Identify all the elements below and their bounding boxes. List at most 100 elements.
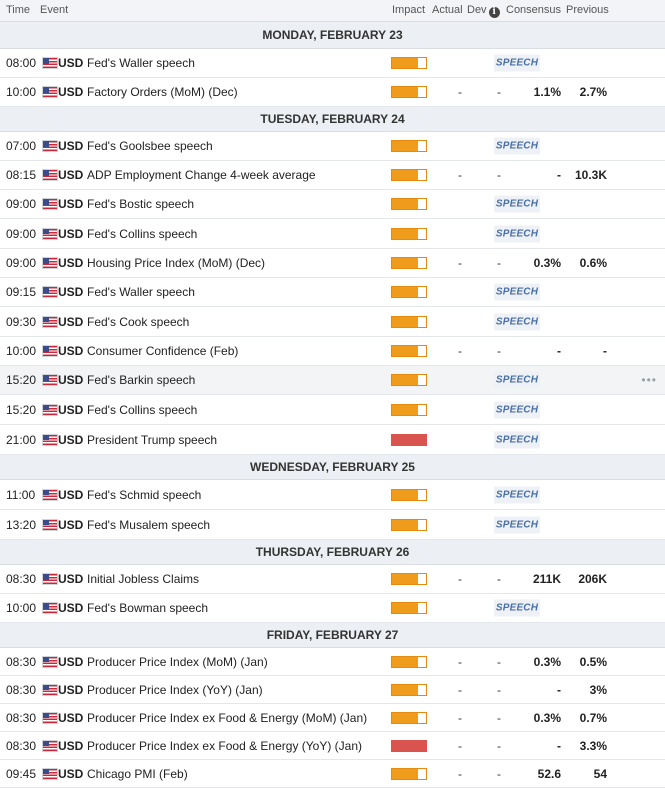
- deviation-value: -: [497, 682, 501, 697]
- impact-medium-bar: [391, 286, 427, 298]
- actual-value: -: [458, 168, 462, 182]
- event-name[interactable]: Producer Price Index (MoM) (Jan): [87, 654, 268, 669]
- currency-code: USD: [58, 373, 84, 387]
- event-name[interactable]: Initial Jobless Claims: [87, 572, 200, 586]
- event-row[interactable]: 08:30 USD Producer Price Index (MoM) (Jan)…: [0, 648, 665, 676]
- event-name[interactable]: ADP Employment Change 4-week average: [87, 168, 316, 182]
- event-row[interactable]: 15:20 USD Fed's Collins speech SPEECH: [0, 395, 665, 425]
- us-flag-icon: [42, 655, 58, 668]
- consensus-value: 211K: [532, 572, 561, 586]
- event-row[interactable]: 15:20 USD Fed's Barkin speech SPEECH •••: [0, 366, 665, 395]
- event-name[interactable]: Factory Orders (MoM) (Dec): [87, 85, 238, 99]
- event-name[interactable]: Housing Price Index (MoM) (Dec): [87, 256, 266, 270]
- currency-code: USD: [58, 710, 84, 725]
- currency-code: USD: [58, 256, 84, 270]
- event-row[interactable]: 11:00 USD Fed's Schmid speech SPEECH: [0, 480, 665, 510]
- day-header: FRIDAY, FEBRUARY 27: [0, 623, 665, 648]
- event-name[interactable]: Fed's Waller speech: [87, 56, 195, 70]
- event-time: 21:00: [6, 432, 37, 447]
- event-time: 08:30: [6, 710, 37, 725]
- event-name[interactable]: Chicago PMI (Feb): [87, 766, 188, 781]
- day-header: MONDAY, FEBRUARY 23: [0, 22, 665, 49]
- event-time: 10:00: [6, 601, 37, 615]
- event-name[interactable]: Fed's Barkin speech: [87, 373, 196, 387]
- event-row[interactable]: 09:30 USD Fed's Cook speech SPEECH: [0, 307, 665, 337]
- event-row[interactable]: 10:00 USD Factory Orders (MoM) (Dec) - - 1.1%…: [0, 78, 665, 107]
- event-row[interactable]: 10:00 USD Consumer Confidence (Feb) - - - -: [0, 337, 665, 366]
- us-flag-icon: [42, 683, 58, 696]
- col-impact[interactable]: Impact: [392, 4, 426, 16]
- event-time: 08:30: [6, 654, 37, 669]
- impact-high-bar: [391, 433, 427, 446]
- event-row[interactable]: 09:00 USD Fed's Bostic speech SPEECH: [0, 190, 665, 219]
- event-row[interactable]: 09:00 USD Fed's Collins speech SPEECH: [0, 219, 665, 249]
- event-row[interactable]: 08:30 USD Producer Price Index (YoY) (Jan)…: [0, 676, 665, 704]
- col-previous[interactable]: Previous: [566, 4, 609, 16]
- impact-medium-bar: [391, 198, 427, 210]
- event-row[interactable]: 08:15 USD ADP Employment Change 4-week ave…: [0, 161, 665, 190]
- speech-badge: SPEECH: [494, 516, 540, 533]
- consensus-value: 0.3%: [533, 256, 561, 270]
- consensus-value: -: [557, 682, 561, 697]
- event-row[interactable]: 08:30 USD Initial Jobless Claims - - 211K 206K: [0, 565, 665, 594]
- col-consensus[interactable]: Consensus: [506, 4, 562, 16]
- event-row[interactable]: 08:30 USD Producer Price Index ex Food & E…: [0, 704, 665, 732]
- col-actual[interactable]: Actual: [432, 4, 463, 16]
- info-icon[interactable]: i: [488, 7, 500, 18]
- currency-code: USD: [58, 197, 84, 211]
- consensus-value: -: [557, 168, 561, 182]
- event-name[interactable]: Consumer Confidence (Feb): [87, 344, 239, 358]
- event-name[interactable]: Fed's Waller speech: [87, 285, 195, 299]
- event-time: 13:20: [6, 517, 37, 532]
- event-row[interactable]: 21:00 USD President Trump speech SPEECH: [0, 425, 665, 455]
- impact-medium-bar: [391, 573, 427, 585]
- us-flag-icon: [42, 286, 58, 298]
- event-row[interactable]: 09:00 USD Housing Price Index (MoM) (Dec) -…: [0, 249, 665, 278]
- col-event[interactable]: Event: [40, 4, 69, 16]
- event-name[interactable]: Fed's Bowman speech: [87, 601, 209, 615]
- event-time: 08:30: [6, 572, 37, 586]
- impact-medium-bar: [391, 345, 427, 357]
- impact-medium-bar: [391, 57, 427, 69]
- event-name[interactable]: Fed's Collins speech: [87, 226, 198, 241]
- event-name[interactable]: Producer Price Index (YoY) (Jan): [87, 682, 263, 697]
- event-row[interactable]: 10:00 USD Fed's Bowman speech SPEECH: [0, 594, 665, 623]
- event-name[interactable]: President Trump speech: [87, 432, 218, 447]
- previous-value: -: [603, 344, 607, 358]
- actual-value: -: [458, 654, 462, 669]
- event-name[interactable]: Fed's Cook speech: [87, 314, 190, 329]
- speech-badge: SPEECH: [494, 54, 540, 72]
- event-time: 07:00: [6, 139, 37, 153]
- col-dev[interactable]: Dev i: [467, 4, 500, 18]
- event-time: 09:30: [6, 314, 37, 329]
- event-name[interactable]: Producer Price Index ex Food & Energy (M…: [87, 710, 368, 725]
- us-flag-icon: [42, 488, 58, 501]
- col-dev-label: Dev: [467, 4, 487, 16]
- us-flag-icon: [42, 433, 58, 446]
- event-row[interactable]: 09:15 USD Fed's Waller speech SPEECH: [0, 278, 665, 307]
- event-row[interactable]: 08:30 USD Producer Price Index ex Food & E…: [0, 732, 665, 760]
- previous-value: 3.3%: [579, 738, 607, 753]
- more-options-icon[interactable]: •••: [641, 373, 657, 387]
- event-name[interactable]: Fed's Collins speech: [87, 402, 198, 417]
- col-time[interactable]: Time: [6, 4, 31, 16]
- event-name[interactable]: Fed's Bostic speech: [87, 197, 195, 211]
- currency-code: USD: [58, 487, 84, 502]
- us-flag-icon: [42, 315, 58, 328]
- event-row[interactable]: 07:00 USD Fed's Goolsbee speech SPEECH: [0, 132, 665, 161]
- us-flag-icon: [42, 345, 58, 357]
- deviation-value: -: [497, 766, 501, 781]
- event-row[interactable]: 13:20 USD Fed's Musalem speech SPEECH: [0, 510, 665, 540]
- event-name[interactable]: Fed's Musalem speech: [87, 517, 211, 532]
- event-name[interactable]: Producer Price Index ex Food & Energy (Y…: [87, 738, 363, 753]
- consensus-value: -: [557, 738, 561, 753]
- event-row[interactable]: 08:00 USD Fed's Waller speech SPEECH: [0, 49, 665, 78]
- event-name[interactable]: Fed's Schmid speech: [87, 487, 202, 502]
- day-groups: MONDAY, FEBRUARY 23 08:00 USD Fed's Waller …: [0, 22, 665, 788]
- event-time: 09:45: [6, 766, 37, 781]
- event-name[interactable]: Fed's Goolsbee speech: [87, 139, 213, 153]
- event-time: 09:00: [6, 226, 37, 241]
- currency-code: USD: [58, 85, 84, 99]
- impact-medium-bar: [391, 86, 427, 98]
- event-row[interactable]: 09:45 USD Chicago PMI (Feb) - - 52.6 54: [0, 760, 665, 788]
